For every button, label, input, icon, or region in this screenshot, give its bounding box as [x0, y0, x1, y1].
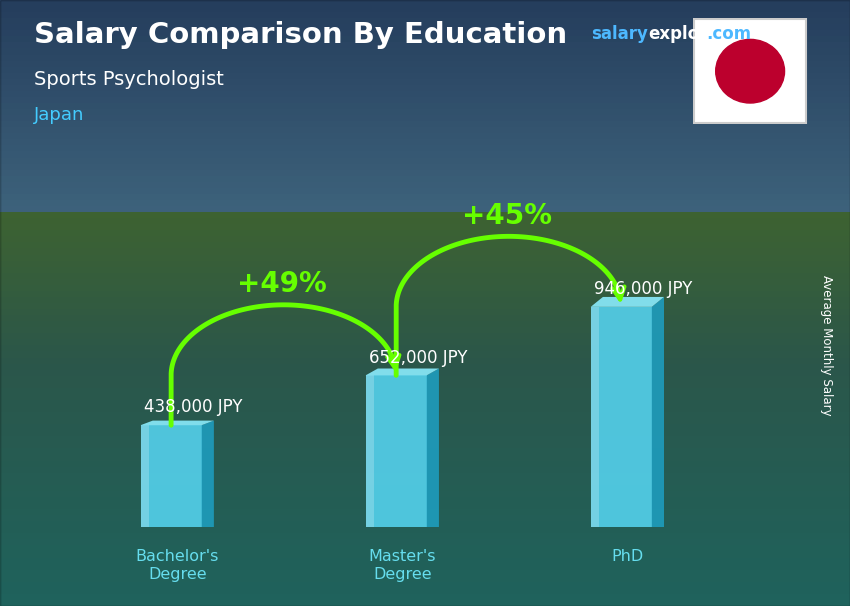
Text: +45%: +45% [462, 202, 552, 230]
Polygon shape [140, 425, 149, 527]
Text: explorer: explorer [649, 25, 728, 44]
Polygon shape [591, 297, 664, 307]
Polygon shape [652, 297, 664, 527]
Text: Bachelor's
Degree: Bachelor's Degree [135, 549, 219, 582]
Polygon shape [591, 307, 652, 527]
Polygon shape [140, 421, 214, 425]
Circle shape [716, 39, 785, 103]
Polygon shape [201, 421, 214, 527]
Text: salary: salary [591, 25, 648, 44]
Text: 946,000 JPY: 946,000 JPY [594, 280, 692, 298]
Text: Master's
Degree: Master's Degree [369, 549, 436, 582]
Text: 652,000 JPY: 652,000 JPY [369, 348, 468, 367]
Polygon shape [366, 368, 439, 375]
Polygon shape [427, 368, 439, 527]
Polygon shape [366, 375, 427, 527]
FancyBboxPatch shape [694, 19, 807, 123]
Text: .com: .com [706, 25, 751, 44]
Polygon shape [366, 375, 373, 527]
Text: PhD: PhD [611, 549, 643, 564]
Polygon shape [140, 425, 201, 527]
Text: Average Monthly Salary: Average Monthly Salary [819, 275, 833, 416]
Text: +49%: +49% [237, 270, 327, 298]
Polygon shape [591, 307, 598, 527]
Text: Sports Psychologist: Sports Psychologist [34, 70, 224, 88]
Text: Japan: Japan [34, 106, 84, 124]
Text: Salary Comparison By Education: Salary Comparison By Education [34, 21, 567, 49]
Text: 438,000 JPY: 438,000 JPY [144, 398, 242, 416]
